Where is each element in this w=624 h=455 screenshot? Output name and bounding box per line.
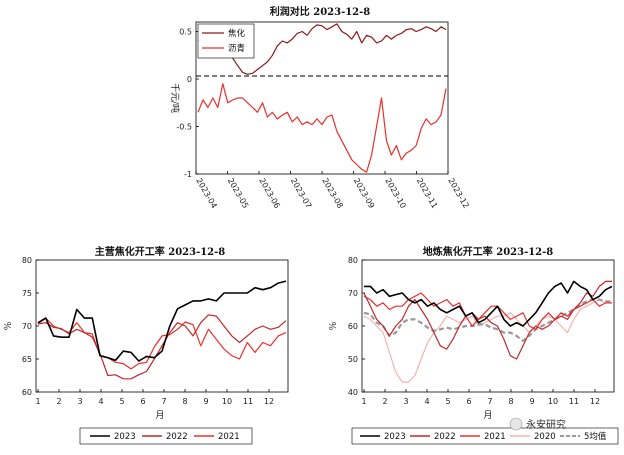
legend-label-2021: 2021 bbox=[484, 432, 506, 442]
x-tick-label: 1 bbox=[361, 397, 366, 406]
x-tick-label: 11 bbox=[569, 397, 579, 406]
x-tick-label: 7 bbox=[487, 397, 492, 406]
legend-label-2023: 2023 bbox=[384, 432, 406, 442]
x-tick-label: 9 bbox=[203, 397, 208, 406]
legend-label-2022: 2022 bbox=[434, 432, 456, 442]
y-tick-label: 40 bbox=[348, 388, 358, 397]
y-tick-label: 80 bbox=[22, 256, 32, 265]
series-line-coking-2 bbox=[37, 317, 287, 370]
local-legend-box bbox=[351, 427, 619, 445]
profit-y-axis-label: 千元/吨 bbox=[169, 83, 181, 113]
local-y-axis-label: % bbox=[329, 321, 339, 330]
series-line-local-1 bbox=[363, 280, 612, 360]
y-tick-label: 60 bbox=[348, 322, 358, 331]
series-line-local-4 bbox=[363, 298, 612, 342]
x-tick-label: 2 bbox=[382, 397, 387, 406]
watermark-text: 永安研究 bbox=[526, 418, 566, 431]
series-line-local-2 bbox=[363, 292, 612, 330]
x-tick-label: 3 bbox=[403, 397, 408, 406]
legend-label-2021: 2021 bbox=[218, 432, 240, 442]
x-tick-label: 2023-12 bbox=[446, 177, 471, 210]
y-tick-label: -1 bbox=[184, 170, 192, 179]
y-tick-label: 80 bbox=[348, 256, 358, 265]
legend-label-asphalt: 沥青 bbox=[228, 43, 245, 54]
coking-chart-title: 主营焦化开工率 2023-12-8 bbox=[95, 245, 226, 258]
x-tick-label: 2023-06 bbox=[257, 177, 282, 210]
x-tick-label: 6 bbox=[140, 397, 145, 406]
x-tick-label: 5 bbox=[445, 397, 450, 406]
x-tick-label: 8 bbox=[508, 397, 513, 406]
profit-chart-title: 利润对比 2023-12-8 bbox=[270, 5, 371, 18]
x-tick-label: 2023-07 bbox=[289, 177, 314, 210]
x-tick-label: 10 bbox=[548, 397, 558, 406]
x-tick-label: 12 bbox=[264, 397, 274, 406]
wechat-icon bbox=[509, 417, 523, 431]
series-line-local-0 bbox=[364, 280, 613, 327]
x-tick-label: 9 bbox=[529, 397, 534, 406]
x-tick-label: 2023-04 bbox=[194, 177, 219, 210]
x-tick-label: 10 bbox=[222, 397, 232, 406]
y-tick-label: -0.5 bbox=[176, 123, 192, 132]
y-tick-label: 65 bbox=[22, 355, 32, 364]
series-line-coking-0 bbox=[37, 280, 287, 362]
x-tick-label: 2023-05 bbox=[226, 177, 251, 210]
x-tick-label: 3 bbox=[77, 397, 82, 406]
y-tick-label: 70 bbox=[348, 289, 358, 298]
profit-chart: 利润对比 2023-12-8 0.5 0 -0.5 -1 2023-04 2023-05… bbox=[169, 5, 471, 210]
local-legend: 2023 2022 2021 2020 5均值 bbox=[351, 427, 619, 445]
x-tick-label: 5 bbox=[119, 397, 124, 406]
y-tick-label: 0 bbox=[187, 75, 192, 84]
coking-legend-box bbox=[79, 427, 253, 445]
x-tick-label: 2 bbox=[56, 397, 61, 406]
legend-label-2020: 2020 bbox=[534, 432, 556, 442]
x-tick-label: 2023-09 bbox=[352, 177, 377, 210]
series-line-profit-0 bbox=[197, 23, 447, 75]
coking-x-axis-label: 月 bbox=[155, 410, 164, 421]
x-tick-label: 2023-10 bbox=[383, 177, 408, 210]
x-tick-label: 8 bbox=[182, 397, 187, 406]
x-tick-label: 12 bbox=[590, 397, 600, 406]
x-tick-label: 4 bbox=[98, 397, 103, 406]
legend-label-2023: 2023 bbox=[114, 432, 136, 442]
series-line-local-3 bbox=[363, 299, 612, 383]
x-tick-label: 4 bbox=[424, 397, 429, 406]
coking-legend: 2023 2022 2021 bbox=[79, 427, 253, 445]
series-line-profit-1 bbox=[197, 83, 447, 173]
x-tick-label: 2023-11 bbox=[415, 177, 440, 210]
y-tick-label: 70 bbox=[22, 322, 32, 331]
y-tick-label: 75 bbox=[22, 289, 32, 298]
profit-legend: 焦化 沥青 bbox=[197, 23, 255, 59]
x-tick-label: 11 bbox=[243, 397, 253, 406]
legend-label-coking: 焦化 bbox=[228, 28, 246, 39]
y-tick-label: 60 bbox=[22, 388, 32, 397]
coking-y-axis-label: % bbox=[4, 321, 14, 330]
x-tick-label: 6 bbox=[466, 397, 471, 406]
y-tick-label: 0.5 bbox=[179, 28, 192, 37]
legend-label-2022: 2022 bbox=[166, 432, 188, 442]
legend-label-5yr-avg: 5均值 bbox=[584, 431, 607, 442]
local-x-axis-label: 月 bbox=[483, 410, 492, 421]
series-line-coking-1 bbox=[37, 314, 287, 380]
x-tick-label: 7 bbox=[161, 397, 166, 406]
x-tick-label: 2023-08 bbox=[320, 177, 345, 210]
x-tick-label: 1 bbox=[35, 397, 40, 406]
local-chart-title: 地炼焦化开工率 2023-12-8 bbox=[423, 245, 554, 258]
watermark: 永安研究 bbox=[509, 417, 566, 431]
y-tick-label: 50 bbox=[348, 355, 358, 364]
profit-legend-box bbox=[197, 23, 255, 59]
